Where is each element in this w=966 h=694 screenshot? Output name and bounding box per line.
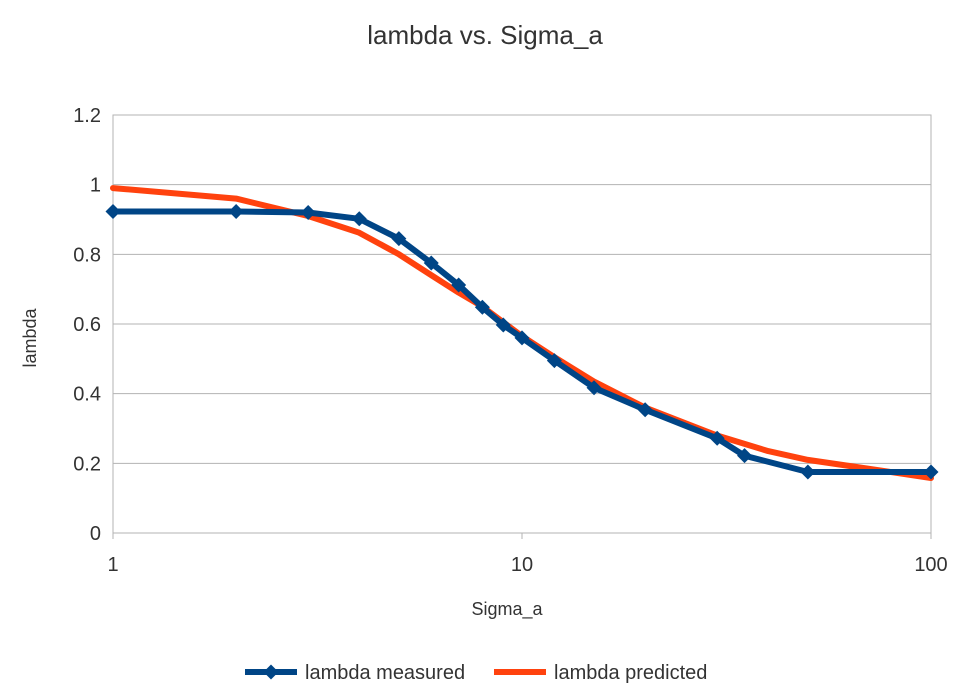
legend-item: lambda predicted — [494, 662, 707, 684]
data-point — [423, 255, 439, 271]
y-tick-label: 1.2 — [73, 105, 101, 127]
y-axis-label: lambda — [20, 307, 40, 367]
y-axis-ticks: 0 0.2 0.4 0.6 0.8 1 1.2 — [73, 105, 101, 545]
y-tick-label: 0.8 — [73, 244, 101, 266]
chart-title: lambda vs. Sigma_a — [367, 20, 603, 50]
data-point — [474, 299, 490, 315]
legend-label: lambda predicted — [554, 662, 707, 684]
data-point — [637, 402, 653, 418]
data-point — [300, 205, 316, 221]
data-point — [514, 330, 530, 346]
legend-marker — [263, 664, 279, 680]
data-point — [495, 317, 511, 333]
y-tick-label: 0.2 — [73, 453, 101, 475]
y-tick-label: 0 — [90, 523, 101, 545]
data-point — [451, 277, 467, 293]
data-point — [391, 231, 407, 247]
legend-item: lambda measured — [245, 662, 465, 684]
x-tick-label: 1 — [107, 554, 118, 576]
series-layer — [105, 185, 939, 481]
data-point — [586, 380, 602, 396]
x-tick-label: 10 — [511, 554, 533, 576]
legend-label: lambda measured — [305, 662, 465, 684]
data-point — [546, 353, 562, 369]
series-lambda-measured — [105, 203, 939, 480]
y-tick-label: 1 — [90, 175, 101, 197]
data-point — [800, 464, 816, 480]
data-point — [228, 203, 244, 219]
data-point — [351, 211, 367, 227]
x-axis-label: Sigma_a — [471, 599, 543, 620]
y-tick-label: 0.6 — [73, 314, 101, 336]
x-tick-label: 100 — [914, 554, 947, 576]
legend: lambda measured lambda predicted — [245, 662, 707, 684]
data-point — [923, 464, 939, 480]
data-point — [105, 203, 121, 219]
x-axis-ticks: 1 10 100 — [107, 533, 948, 576]
data-point — [737, 448, 753, 464]
data-point — [709, 430, 725, 446]
y-tick-label: 0.4 — [73, 384, 101, 406]
